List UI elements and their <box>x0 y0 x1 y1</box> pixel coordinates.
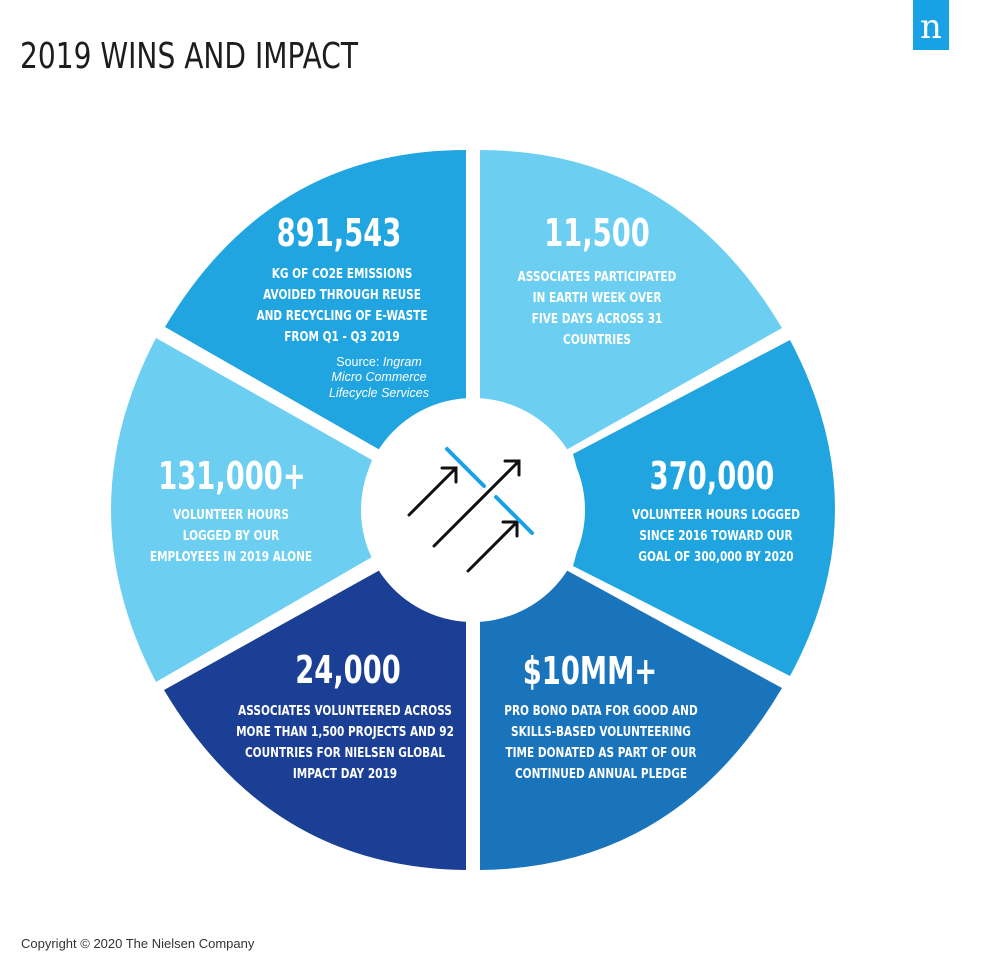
segment-earth-week-line-4: COUNTRIES <box>563 332 631 348</box>
segment-global-impact-day-line-2: MORE THAN 1,500 PROJECTS AND 92 <box>236 724 454 740</box>
segment-volunteer-since-2016-shape <box>573 340 835 676</box>
source-name-1: Ingram <box>383 355 422 369</box>
segment-earth-week: 11,500 ASSOCIATES PARTICIPATED IN EARTH … <box>480 150 782 450</box>
segment-co2e-line-3: AND RECYCLING OF E-WASTE <box>256 308 427 324</box>
nielsen-logo: n <box>913 0 949 50</box>
segment-pro-bono-line-2: SKILLS-BASED VOLUNTEERING <box>511 724 691 740</box>
segment-pro-bono-line-3: TIME DONATED AS PART OF OUR <box>505 745 697 761</box>
segment-volunteer-since-2016: 370,000 VOLUNTEER HOURS LOGGED SINCE 201… <box>573 340 835 676</box>
segment-volunteer-2019-shape <box>111 338 372 682</box>
segment-pro-bono-line-4: CONTINUED ANNUAL PLEDGE <box>515 766 687 782</box>
segment-pro-bono: $10MM+ PRO BONO DATA FOR GOOD AND SKILLS… <box>480 570 782 870</box>
segment-co2e: 891,543 KG OF CO2E EMISSIONS AVOIDED THR… <box>165 150 466 450</box>
segment-co2e-source-2: Micro Commerce <box>331 370 426 384</box>
segment-global-impact-day: 24,000 ASSOCIATES VOLUNTEERED ACROSS MOR… <box>164 570 466 870</box>
segment-pro-bono-shape <box>480 570 782 870</box>
center-hub <box>361 398 585 622</box>
rising-arrows-icon <box>407 447 534 573</box>
segment-pro-bono-line-1: PRO BONO DATA FOR GOOD AND <box>504 703 697 719</box>
segment-pro-bono-stat: $10MM+ <box>523 648 657 693</box>
segment-co2e-shape <box>165 150 466 450</box>
source-prefix: Source: <box>336 355 379 369</box>
segment-volunteer-since-2016-line-3: GOAL OF 300,000 BY 2020 <box>638 549 793 565</box>
segment-global-impact-day-line-4: IMPACT DAY 2019 <box>293 766 397 782</box>
segment-volunteer-2019-stat: 131,000+ <box>158 453 306 498</box>
segment-earth-week-stat: 11,500 <box>544 210 650 255</box>
copyright: Copyright © 2020 The Nielsen Company <box>21 936 255 951</box>
segment-volunteer-since-2016-line-2: SINCE 2016 TOWARD OUR <box>639 528 793 544</box>
segment-global-impact-day-line-1: ASSOCIATES VOLUNTEERED ACROSS <box>238 703 452 719</box>
segment-volunteer-since-2016-stat: 370,000 <box>650 453 775 498</box>
segment-co2e-line-4: FROM Q1 - Q3 2019 <box>284 329 400 345</box>
segment-global-impact-day-line-3: COUNTRIES FOR NIELSEN GLOBAL <box>245 745 445 761</box>
segment-earth-week-line-1: ASSOCIATES PARTICIPATED <box>518 269 677 285</box>
segment-volunteer-since-2016-line-1: VOLUNTEER HOURS LOGGED <box>632 507 800 523</box>
segment-earth-week-shape <box>480 150 782 450</box>
segment-global-impact-day-shape <box>164 570 466 870</box>
segment-volunteer-2019-line-3: EMPLOYEES IN 2019 ALONE <box>150 549 312 565</box>
segment-earth-week-line-3: FIVE DAYS ACROSS 31 <box>532 311 663 327</box>
segment-earth-week-line-2: IN EARTH WEEK OVER <box>533 290 662 306</box>
segment-volunteer-2019-line-2: LOGGED BY OUR <box>183 528 280 544</box>
segment-co2e-stat: 891,543 <box>277 210 402 255</box>
segment-global-impact-day-stat: 24,000 <box>295 647 401 692</box>
segment-volunteer-2019: 131,000+ VOLUNTEER HOURS LOGGED BY OUR E… <box>111 338 372 682</box>
segment-co2e-source-3: Lifecycle Services <box>329 386 429 400</box>
segment-co2e-line-2: AVOIDED THROUGH REUSE <box>263 287 421 303</box>
segment-volunteer-2019-line-1: VOLUNTEER HOURS <box>173 507 289 523</box>
logo-letter: n <box>920 7 942 47</box>
segment-co2e-source-1: Source: Ingram <box>336 355 421 369</box>
page-title: 2019 WINS AND IMPACT <box>20 36 359 77</box>
segment-co2e-line-1: KG OF CO2E EMISSIONS <box>272 266 413 282</box>
